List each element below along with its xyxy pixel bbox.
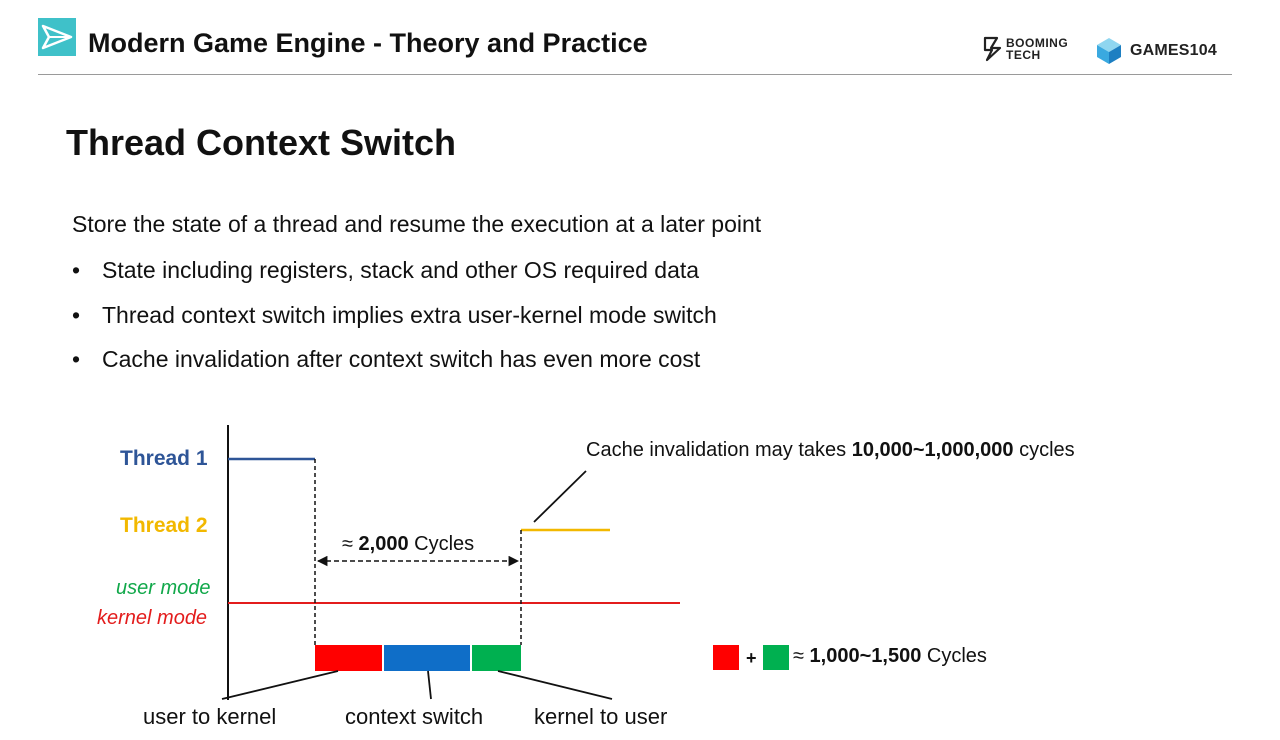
bullet-dot: • [72, 302, 81, 328]
user-to-kernel-block [315, 645, 382, 671]
slide-title: Thread Context Switch [66, 122, 457, 163]
bullet-text: Thread context switch implies extra user… [102, 302, 717, 328]
brand-booming-line1: BOOMING [1006, 36, 1069, 50]
course-title: Modern Game Engine - Theory and Practice [88, 28, 648, 58]
user-to-kernel-pointer [221, 670, 339, 700]
thread1-label: Thread 1 [120, 447, 208, 470]
kernel-to-user-block [472, 645, 521, 671]
legend-plus: + [746, 648, 757, 668]
legend-cycles-value: 1,000~1,500 [809, 645, 922, 667]
cache-invalidation-note: Cache invalidation may takes 10,000~1,00… [586, 439, 1075, 462]
bullet-dot: • [72, 257, 81, 283]
user-mode-label: user mode [116, 577, 211, 599]
paper-plane-icon [38, 18, 76, 56]
kernel-to-user-label: kernel to user [534, 704, 668, 729]
switch-cycles-value: 2,000 [358, 533, 409, 555]
kernel-to-user-pointer [497, 670, 613, 700]
games104-logo: GAMES104 [1094, 36, 1234, 68]
booming-mark-icon [983, 36, 1002, 62]
legend-cycles-prefix: ≈ [793, 645, 810, 667]
intro-text: Store the state of a thread and resume t… [72, 211, 762, 237]
context-switch-pointer [427, 670, 432, 700]
slide-header: Modern Game Engine - Theory and Practice… [0, 0, 1280, 78]
cache-callout-line [533, 470, 587, 523]
legend-cycles-suffix: Cycles [921, 645, 987, 667]
cache-note-suffix: cycles [1013, 439, 1075, 461]
bullet-text: Cache invalidation after context switch … [102, 346, 701, 372]
brand-booming-line2: TECH [1006, 48, 1041, 62]
booming-tech-logo: BOOMING TECH [980, 36, 1090, 68]
kernel-mode-label: kernel mode [97, 607, 208, 629]
switch-cycles-suffix: Cycles [408, 533, 475, 555]
brand-games: GAMES104 [1130, 42, 1217, 59]
legend-red-square [713, 645, 739, 670]
bullet-dot: • [72, 346, 81, 372]
context-switch-block [384, 645, 470, 671]
legend-cycles-label: ≈ 1,000~1,500 Cycles [793, 645, 987, 668]
games104-cube-icon [1097, 38, 1121, 64]
context-switch-label: context switch [345, 704, 484, 729]
switch-cycles-prefix: ≈ [342, 533, 359, 555]
thread2-label: Thread 2 [120, 514, 208, 537]
header-divider [38, 74, 1232, 75]
legend-green-square [763, 645, 789, 670]
cache-note-prefix: Cache invalidation may takes [586, 439, 852, 461]
user-to-kernel-label: user to kernel [143, 704, 277, 729]
switch-cycles-label: ≈ 2,000 Cycles [342, 533, 474, 556]
cache-note-value: 10,000~1,000,000 [851, 439, 1014, 461]
bullet-text: State including registers, stack and oth… [102, 257, 700, 283]
